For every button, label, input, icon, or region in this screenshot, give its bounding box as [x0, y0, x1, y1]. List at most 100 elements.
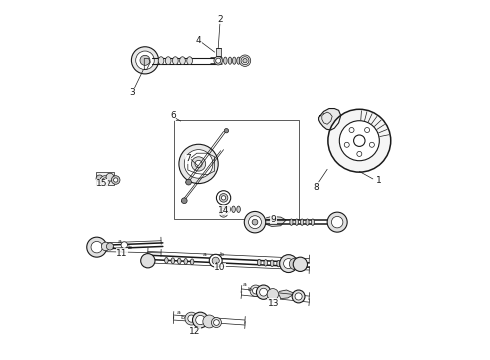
Text: a: a: [117, 239, 121, 244]
Circle shape: [241, 57, 249, 64]
Circle shape: [331, 216, 343, 228]
Circle shape: [267, 289, 279, 300]
Circle shape: [239, 55, 251, 66]
Circle shape: [365, 127, 369, 132]
Ellipse shape: [184, 258, 188, 264]
Ellipse shape: [158, 57, 164, 64]
Text: 1: 1: [376, 176, 382, 185]
Circle shape: [211, 318, 221, 328]
Circle shape: [292, 290, 305, 303]
Ellipse shape: [300, 219, 304, 225]
Circle shape: [87, 237, 107, 257]
Circle shape: [140, 55, 150, 65]
Ellipse shape: [258, 259, 261, 266]
Text: 12: 12: [189, 327, 201, 336]
Text: 10: 10: [214, 263, 226, 272]
Circle shape: [295, 293, 302, 300]
Ellipse shape: [165, 257, 168, 263]
Text: a: a: [202, 252, 206, 257]
Text: 14: 14: [218, 206, 229, 215]
Ellipse shape: [232, 57, 236, 64]
Circle shape: [224, 129, 228, 133]
Ellipse shape: [277, 260, 280, 267]
Text: 2: 2: [217, 15, 223, 24]
Circle shape: [96, 175, 103, 182]
Circle shape: [344, 142, 349, 147]
Text: b: b: [127, 246, 131, 250]
Circle shape: [106, 173, 114, 181]
Circle shape: [179, 144, 218, 184]
Text: 7: 7: [185, 154, 191, 163]
Text: 11: 11: [116, 249, 127, 258]
Circle shape: [248, 216, 262, 229]
Text: a: a: [176, 310, 180, 315]
Ellipse shape: [306, 219, 309, 225]
Circle shape: [256, 285, 270, 299]
Circle shape: [111, 176, 120, 184]
Text: 6: 6: [170, 111, 176, 120]
Circle shape: [252, 288, 259, 294]
Circle shape: [214, 57, 222, 65]
Ellipse shape: [190, 259, 194, 265]
Ellipse shape: [180, 57, 185, 64]
Ellipse shape: [232, 206, 235, 212]
Circle shape: [245, 211, 266, 233]
Ellipse shape: [270, 260, 274, 266]
Ellipse shape: [295, 219, 298, 225]
Circle shape: [252, 219, 258, 225]
Circle shape: [214, 320, 220, 325]
Ellipse shape: [237, 206, 241, 212]
Ellipse shape: [290, 219, 293, 225]
Ellipse shape: [172, 57, 178, 64]
Circle shape: [186, 179, 192, 185]
Circle shape: [220, 208, 228, 217]
Ellipse shape: [237, 57, 241, 64]
Polygon shape: [144, 59, 150, 69]
Circle shape: [284, 258, 294, 269]
Circle shape: [289, 258, 301, 270]
Text: 3: 3: [129, 88, 135, 97]
Ellipse shape: [311, 219, 315, 225]
Text: 9: 9: [270, 215, 276, 224]
Circle shape: [185, 312, 198, 325]
Circle shape: [195, 160, 202, 167]
Ellipse shape: [165, 57, 171, 64]
Circle shape: [102, 178, 108, 184]
Ellipse shape: [222, 206, 225, 212]
Ellipse shape: [171, 258, 174, 264]
Circle shape: [203, 315, 216, 328]
Text: b: b: [220, 252, 223, 257]
Circle shape: [212, 257, 220, 264]
Text: 15: 15: [97, 179, 108, 188]
Text: a: a: [243, 282, 246, 287]
Ellipse shape: [177, 258, 181, 264]
Circle shape: [328, 109, 391, 172]
Circle shape: [193, 312, 208, 328]
Text: 8: 8: [314, 183, 319, 192]
Circle shape: [114, 178, 118, 182]
Circle shape: [141, 253, 155, 268]
Circle shape: [220, 194, 228, 202]
Circle shape: [131, 47, 159, 74]
Circle shape: [357, 152, 362, 157]
Polygon shape: [279, 290, 295, 298]
Circle shape: [354, 135, 365, 147]
Circle shape: [196, 315, 205, 325]
Polygon shape: [188, 153, 215, 175]
Circle shape: [136, 51, 154, 69]
Bar: [174, 120, 298, 219]
Text: 13: 13: [268, 299, 279, 308]
Circle shape: [280, 255, 297, 273]
Circle shape: [339, 121, 379, 161]
Text: b: b: [247, 287, 251, 292]
Bar: [96, 172, 114, 185]
Ellipse shape: [187, 57, 193, 64]
Circle shape: [106, 243, 114, 250]
Circle shape: [100, 176, 110, 186]
Polygon shape: [267, 216, 286, 226]
Circle shape: [327, 212, 347, 232]
Circle shape: [217, 191, 231, 205]
Circle shape: [221, 211, 226, 215]
Circle shape: [293, 257, 308, 271]
Ellipse shape: [223, 57, 227, 64]
